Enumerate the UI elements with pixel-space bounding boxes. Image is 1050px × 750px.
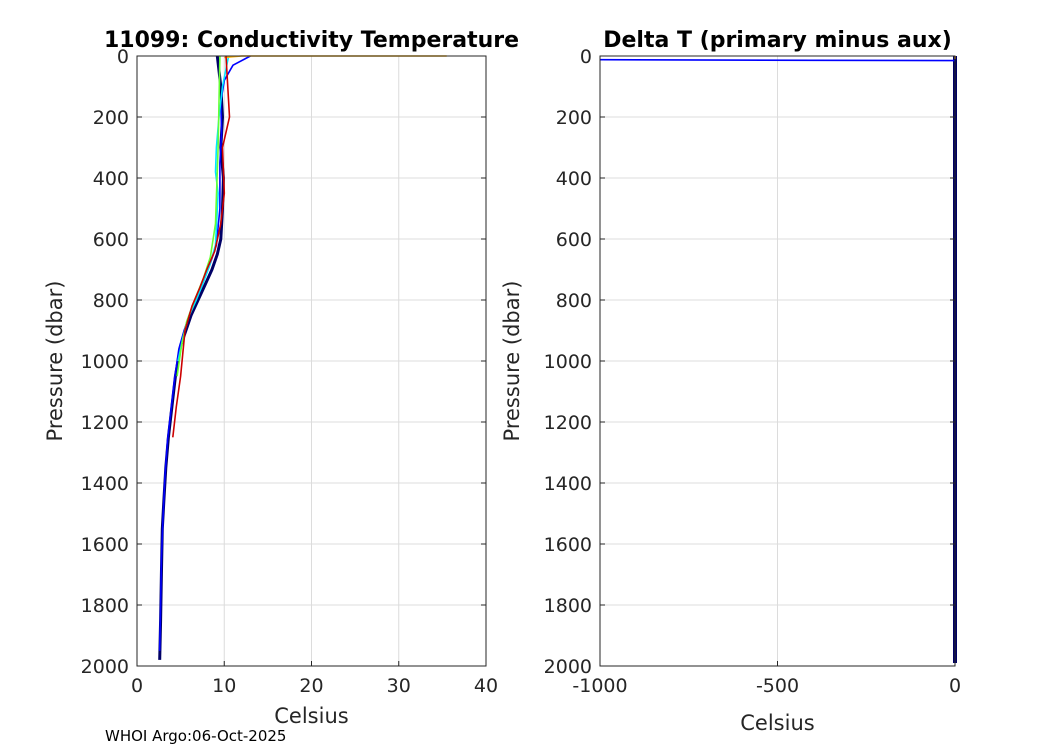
- y-tick-label: 400: [556, 168, 592, 190]
- y-tick-label: 600: [556, 229, 592, 251]
- y-tick-label: 0: [580, 46, 592, 68]
- y-tick-label: 1800: [544, 595, 592, 617]
- y-tick-label: 1600: [81, 534, 129, 556]
- y-tick-label: 1400: [544, 473, 592, 495]
- y-tick-label: 800: [93, 290, 129, 312]
- x-axis-label: Celsius: [740, 711, 814, 735]
- y-axis-label: Pressure (dbar): [43, 281, 67, 442]
- x-tick-label: 10: [212, 675, 236, 697]
- y-tick-label: 400: [93, 168, 129, 190]
- x-tick-label: 20: [299, 675, 323, 697]
- x-tick-label: 40: [474, 675, 498, 697]
- y-tick-label: 1600: [544, 534, 592, 556]
- y-tick-label: 2000: [81, 656, 129, 678]
- y-tick-label: 1800: [81, 595, 129, 617]
- chart-title: 11099: Conductivity Temperature: [104, 28, 519, 53]
- x-tick-label: 0: [949, 675, 961, 697]
- series-line: [599, 58, 956, 62]
- x-tick-label: 0: [131, 675, 143, 697]
- x-tick-label: 30: [387, 675, 411, 697]
- chart-title: Delta T (primary minus aux): [603, 28, 952, 53]
- footer-text: WHOI Argo:06-Oct-2025: [105, 727, 286, 745]
- x-tick-label: -500: [756, 675, 799, 697]
- y-tick-label: 0: [117, 46, 129, 68]
- y-axis-label: Pressure (dbar): [500, 281, 524, 442]
- x-axis-label: Celsius: [274, 704, 348, 728]
- y-tick-label: 200: [93, 107, 129, 129]
- y-tick-label: 1000: [81, 351, 129, 373]
- right-axes: -1000 -500 0 0 200 400 600 800 1000 1200 1400 1600 1…: [500, 28, 961, 735]
- y-tick-label: 600: [93, 229, 129, 251]
- y-tick-label: 1400: [81, 473, 129, 495]
- y-tick-label: 1200: [81, 412, 129, 434]
- y-tick-label: 2000: [544, 656, 592, 678]
- y-tick-label: 1000: [544, 351, 592, 373]
- y-tick-label: 200: [556, 107, 592, 129]
- y-tick-label: 1200: [544, 412, 592, 434]
- y-tick-label: 800: [556, 290, 592, 312]
- series-line: [172, 55, 231, 438]
- x-tick-label: -1000: [572, 675, 627, 697]
- left-axes: 0 10 20 30 400200400600800100012001400160018…: [43, 28, 519, 728]
